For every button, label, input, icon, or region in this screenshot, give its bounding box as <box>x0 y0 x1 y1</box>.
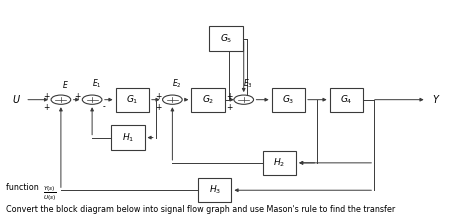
Bar <box>198 178 231 202</box>
Text: function: function <box>7 183 42 192</box>
Text: Convert the block diagram below into signal flow graph and use Mason's rule to f: Convert the block diagram below into sig… <box>7 205 396 214</box>
Text: +: + <box>155 103 161 111</box>
Text: U: U <box>13 95 20 105</box>
Text: $G_5$: $G_5$ <box>219 32 232 45</box>
Text: Y: Y <box>432 95 438 105</box>
Text: $G_4$: $G_4$ <box>340 94 353 106</box>
Bar <box>272 87 305 112</box>
Text: +: + <box>74 92 81 101</box>
Text: +: + <box>44 92 50 101</box>
Circle shape <box>163 95 182 104</box>
Text: $E_1$: $E_1$ <box>92 77 101 90</box>
Text: $H_1$: $H_1$ <box>122 131 134 144</box>
Text: $H_2$: $H_2$ <box>273 157 285 169</box>
Text: $G_2$: $G_2$ <box>202 94 214 106</box>
Text: +: + <box>226 103 233 111</box>
Text: $\frac{Y(s)}{U(s)}$: $\frac{Y(s)}{U(s)}$ <box>43 184 57 203</box>
Text: $H_3$: $H_3$ <box>209 184 221 197</box>
Text: $E_3$: $E_3$ <box>243 77 253 90</box>
Text: $G_1$: $G_1$ <box>126 94 138 106</box>
Bar <box>209 27 243 51</box>
Bar <box>111 125 145 150</box>
Circle shape <box>82 95 102 104</box>
Text: $G_3$: $G_3$ <box>282 94 294 106</box>
Text: +: + <box>226 92 233 101</box>
Text: $E_2$: $E_2$ <box>172 77 182 90</box>
Bar <box>191 87 225 112</box>
Text: -: - <box>103 103 106 111</box>
Text: +: + <box>44 103 50 111</box>
Text: +: + <box>155 92 161 101</box>
Bar <box>116 87 149 112</box>
Text: E: E <box>63 81 68 90</box>
Circle shape <box>51 95 71 104</box>
Circle shape <box>234 95 254 104</box>
Bar <box>263 151 296 175</box>
Bar <box>329 87 363 112</box>
